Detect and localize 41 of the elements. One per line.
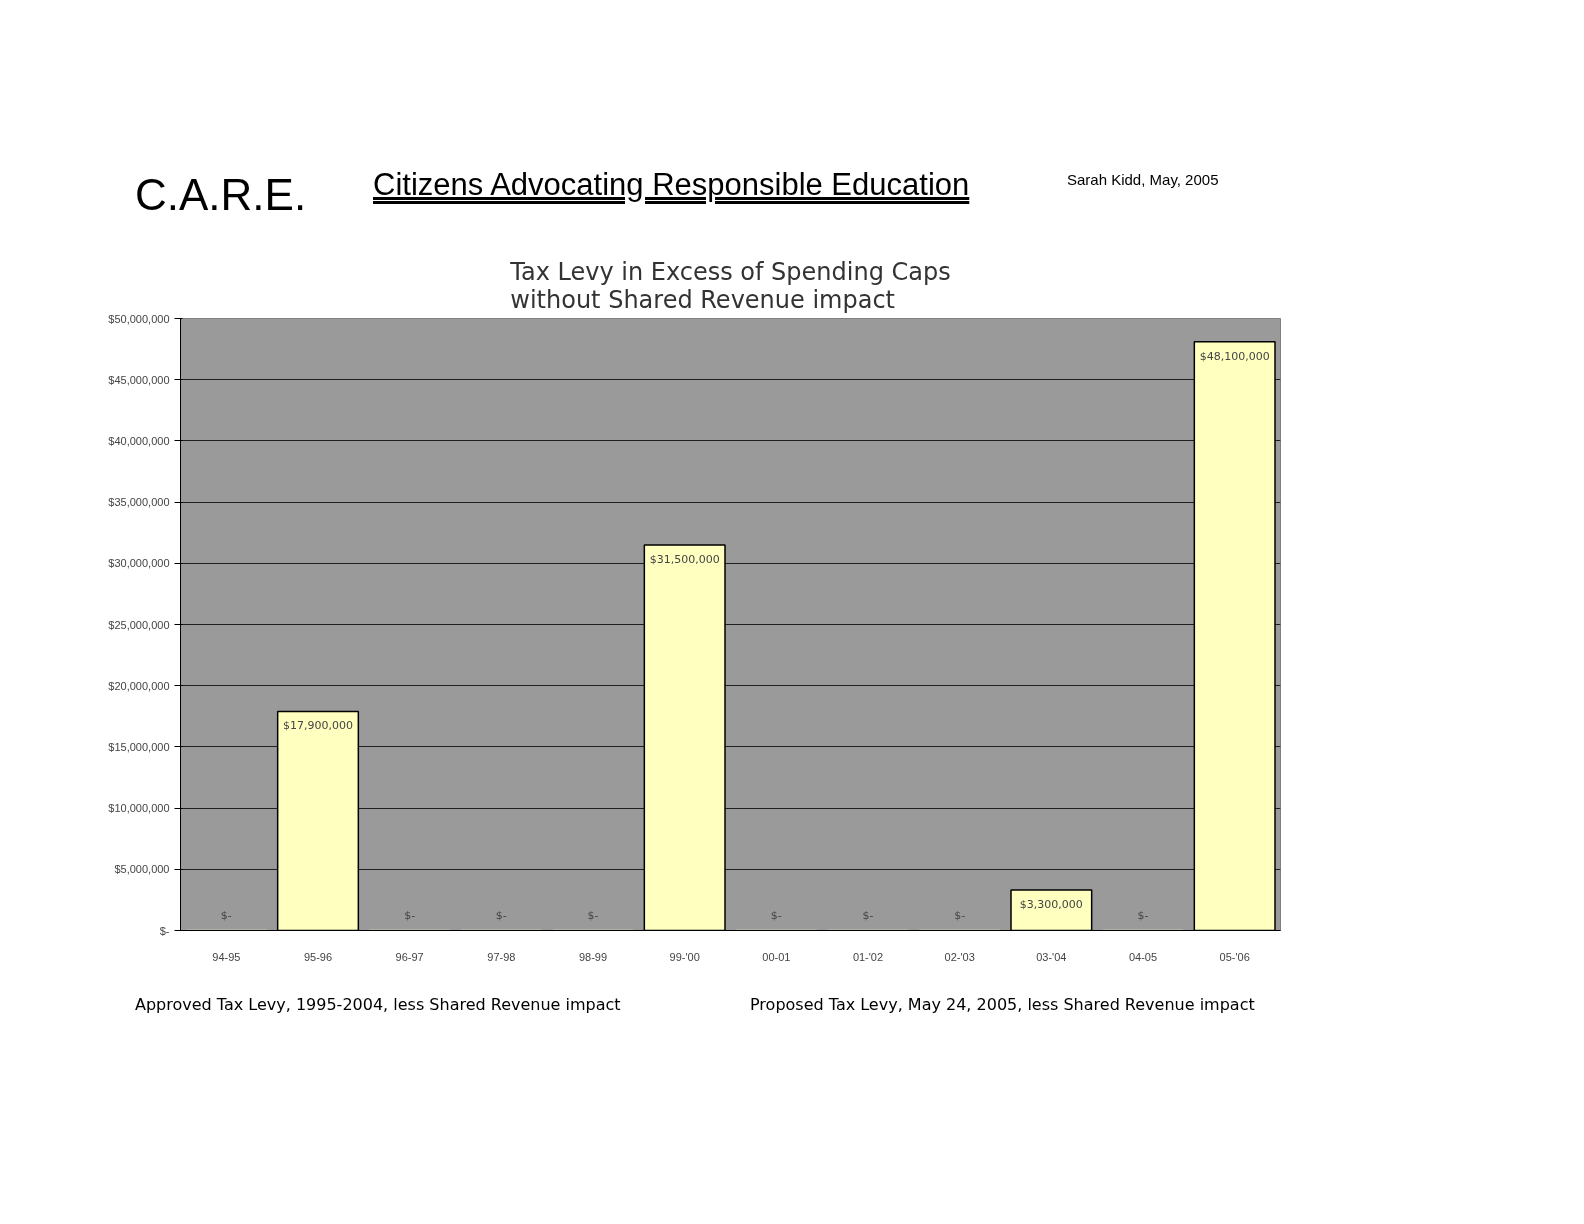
- data-label: $31,500,000: [649, 552, 720, 566]
- y-tick-label: $5,000,000: [114, 863, 170, 876]
- text: Proposed Tax Levy, May 24, 2005, less Shared Revenue impact: [750, 995, 1255, 1014]
- text: Sarah Kidd, May, 2005: [1067, 171, 1219, 188]
- text: Citizens Advocating Responsible Education: [373, 167, 970, 203]
- x-tick-label: 95-96: [303, 950, 333, 963]
- y-tick-label: $40,000,000: [108, 434, 170, 447]
- text: Approved Tax Levy, 1995-2004, less Shared Revenue impact: [135, 995, 621, 1014]
- y-tick-label: $45,000,000: [108, 373, 170, 386]
- data-label: $-: [1137, 908, 1149, 922]
- x-tick-label: 03-'04: [1036, 950, 1067, 963]
- data-label: $-: [220, 908, 232, 922]
- data-label: $-: [770, 908, 782, 922]
- x-tick-label: 04-05: [1128, 950, 1158, 963]
- x-tick-label: 97-98: [487, 950, 516, 963]
- x-tick-label: 01-'02: [852, 950, 884, 963]
- data-label: $-: [404, 908, 416, 922]
- text: C.A.R.E.: [135, 170, 307, 220]
- data-label: $-: [954, 908, 966, 922]
- data-label: $-: [587, 908, 599, 922]
- x-tick-label: 00-01: [762, 950, 791, 963]
- y-tick-label: $30,000,000: [108, 557, 170, 570]
- y-tick-label: $50,000,000: [108, 312, 170, 325]
- x-tick-label: 98-99: [578, 950, 608, 963]
- data-label: $17,900,000: [283, 719, 353, 733]
- chart-title: Tax Levy in Excess of Spending Caps without Shared Revenue impact: [509, 257, 951, 314]
- y-tick-label: $-: [159, 924, 170, 937]
- y-tick-label: $10,000,000: [108, 802, 170, 815]
- x-tick-label: 99-'00: [669, 950, 700, 963]
- data-label: $3,300,000: [1019, 898, 1083, 912]
- x-tick-label: 05-'06: [1219, 950, 1250, 963]
- data-label: $-: [862, 908, 874, 922]
- y-tick-label: $35,000,000: [108, 496, 170, 509]
- data-label: $48,100,000: [1199, 349, 1270, 363]
- x-tick-label: 94-95: [212, 950, 241, 963]
- y-tick-label: $20,000,000: [108, 679, 170, 692]
- x-tick-label: 02-'03: [944, 950, 975, 963]
- y-tick-label: $15,000,000: [108, 740, 170, 753]
- y-tick-label: $25,000,000: [108, 618, 170, 631]
- x-tick-label: 96-97: [395, 950, 424, 963]
- data-label: $-: [495, 908, 507, 922]
